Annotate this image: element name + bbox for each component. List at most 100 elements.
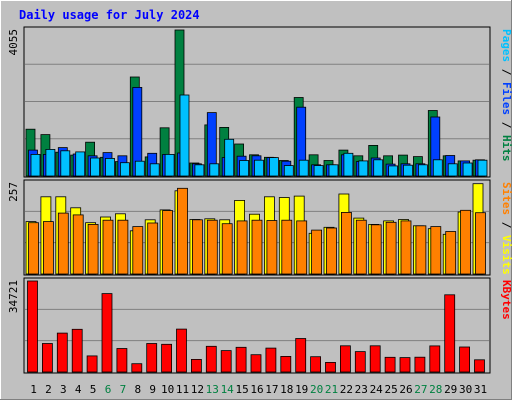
bar-sites-day-9 [147,222,159,275]
x-tick-label-day-20: 20 [310,383,323,396]
bar-pages-day-30 [462,162,473,177]
bar-kbytes-day-19 [295,338,307,373]
x-tick-label-day-5: 5 [90,383,97,396]
x-tick-label-day-7: 7 [120,383,127,396]
x-tick-label-day-10: 10 [161,383,174,396]
bar-pages-day-12 [194,164,205,177]
legend-entry: Visits [500,235,512,275]
x-tick-label-day-2: 2 [45,383,52,396]
bar-pages-day-8 [134,160,145,177]
bar-sites-day-16 [251,219,263,275]
bar-pages-day-13 [209,163,220,177]
bar-kbytes-day-12 [190,358,202,373]
kbytes-legend: KBytes [500,280,512,320]
bar-kbytes-day-26 [399,357,411,373]
x-tick-label-day-17: 17 [265,383,278,396]
x-tick-label-day-13: 13 [206,383,219,396]
x-tick-label-day-16: 16 [250,383,263,396]
bar-kbytes-day-14 [220,350,232,373]
visits-sites-legend: Sites / Visits [500,182,512,275]
bar-kbytes-day-28 [429,345,441,373]
bar-pages-day-16 [254,159,264,177]
legend-entry: / [500,215,512,235]
bar-sites-day-22 [340,211,352,275]
legend-entry: Sites [500,182,512,215]
bar-pages-day-17 [268,157,279,177]
bar-pages-day-10 [164,153,175,177]
legend-entry: Files [500,82,512,115]
bar-kbytes-day-16 [250,354,262,373]
bar-pages-day-24 [373,159,384,177]
bar-kbytes-day-4 [71,328,83,373]
bar-sites-day-11 [177,187,188,275]
bar-kbytes-day-3 [56,332,68,373]
bar-pages-day-28 [432,159,443,177]
bar-sites-day-25 [385,221,397,275]
bar-kbytes-day-20 [310,356,322,373]
x-tick-label-day-29: 29 [444,383,457,396]
x-tick-label-day-23: 23 [355,383,368,396]
bar-sites-day-23 [355,219,367,275]
bar-kbytes-day-25 [384,356,396,373]
bar-sites-day-20 [311,229,323,275]
x-tick-label-day-30: 30 [459,383,472,396]
bar-pages-day-7 [120,162,130,177]
bar-kbytes-day-22 [339,345,351,373]
x-tick-label-day-6: 6 [105,383,112,396]
bar-kbytes-day-23 [354,351,366,373]
kbytes-scale-max-label: 34721 [7,280,20,313]
bar-kbytes-day-15 [235,346,247,373]
legend-entry: KBytes [500,280,512,320]
bar-kbytes-day-30 [459,346,471,373]
bar-sites-day-15 [236,220,248,275]
bar-sites-day-28 [430,226,442,275]
bar-pages-day-9 [149,163,160,177]
x-tick-label-day-11: 11 [176,383,189,396]
hits-files-pages-scale-max-label: 4055 [7,29,20,56]
bar-sites-day-21 [326,227,337,275]
bar-pages-day-5 [90,157,100,177]
x-tick-label-day-12: 12 [191,383,204,396]
bar-kbytes-day-2 [42,343,53,373]
bar-kbytes-day-27 [414,356,426,373]
x-tick-label-day-3: 3 [60,383,67,396]
bar-sites-day-7 [117,219,129,275]
hits-files-pages-legend: Pages / Files / Hits [500,29,512,162]
bar-pages-day-22 [343,152,354,177]
x-tick-label-day-15: 15 [235,383,248,396]
bar-pages-day-6 [105,157,115,177]
bar-kbytes-day-7 [116,348,128,373]
x-tick-label-day-18: 18 [280,383,293,396]
chart-panels: 4055 Pages / Files / Hits 2 5 7 Sites / Visit… [7,26,512,396]
bar-kbytes-day-5 [86,355,98,373]
x-tick-label-day-24: 24 [370,383,384,396]
bar-sites-day-17 [266,220,278,275]
bar-kbytes-day-24 [369,345,381,373]
bar-kbytes-day-10 [161,343,173,373]
bar-sites-day-30 [460,209,472,275]
bar-sites-day-24 [370,224,382,275]
chart-title: Daily usage for July 2024 [19,8,200,22]
bar-pages-day-14 [224,138,235,177]
bar-kbytes-day-9 [146,343,158,373]
bar-pages-day-21 [328,164,339,177]
x-tick-label-day-22: 22 [340,383,353,396]
legend-entry: Hits [500,135,512,162]
x-tick-label-day-9: 9 [149,383,156,396]
bar-sites-day-31 [475,212,486,275]
bar-kbytes-day-11 [176,328,187,373]
bar-pages-day-19 [298,159,309,177]
bar-kbytes-day-31 [474,359,485,373]
bar-pages-day-2 [45,148,56,177]
bar-sites-day-4 [72,214,84,275]
bar-sites-day-5 [87,223,99,275]
bar-sites-day-26 [400,220,412,275]
bar-kbytes-day-29 [444,294,456,373]
x-tick-label-day-27: 27 [414,383,427,396]
bar-pages-day-3 [60,150,71,177]
bar-pages-day-15 [239,160,250,177]
legend-entry: / [500,62,512,82]
bar-sites-day-13 [206,219,218,275]
bar-kbytes-day-13 [205,345,217,373]
